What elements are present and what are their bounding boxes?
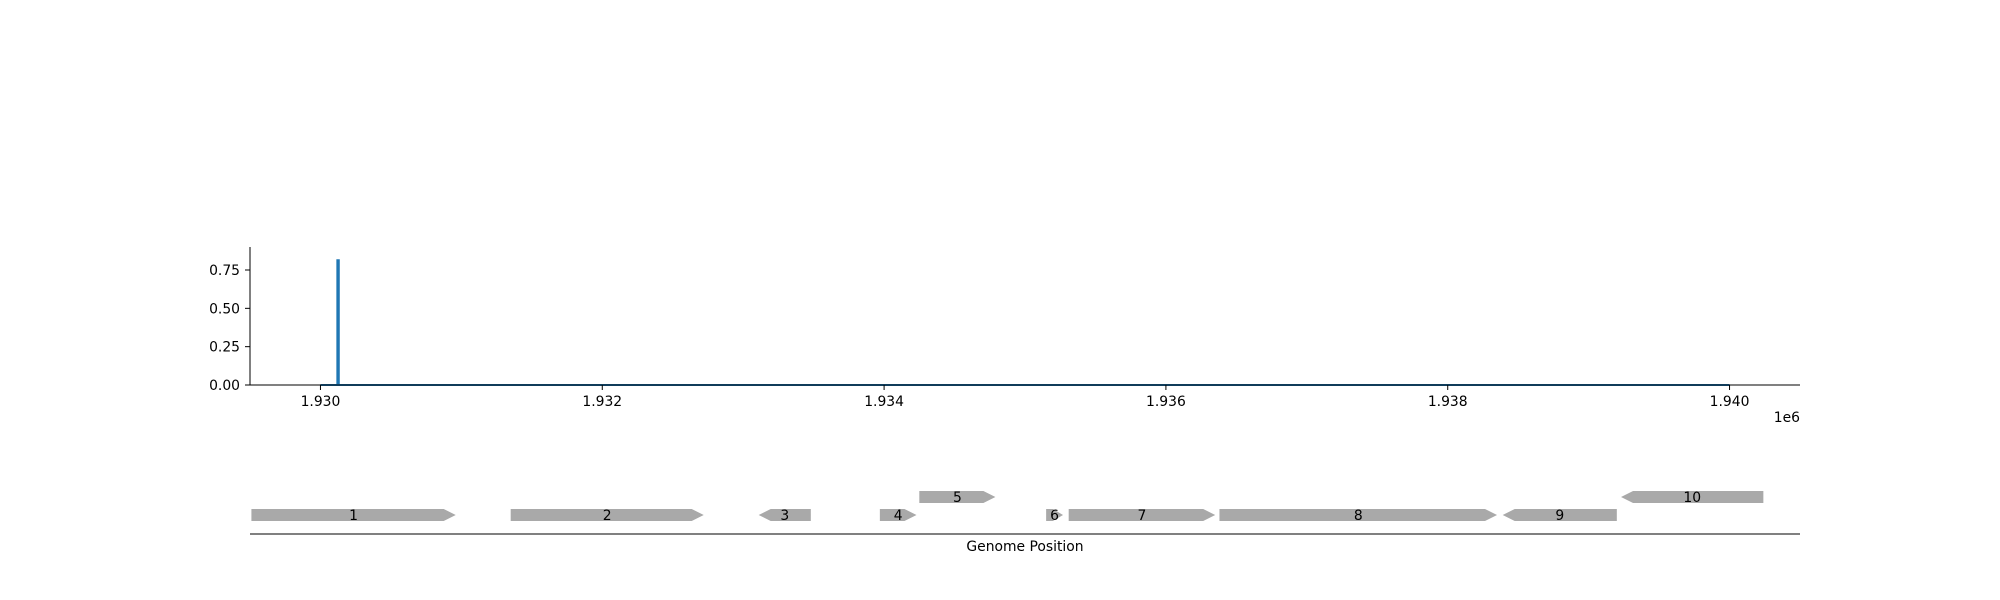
x-tick-label: 1.932: [582, 394, 622, 410]
y-ticks: 0.00 0.25 0.50 0.75: [209, 263, 250, 394]
y-tick-label: 0.75: [209, 263, 240, 279]
gene-label-7: 7: [1138, 508, 1147, 524]
gene-label-3: 3: [780, 508, 789, 524]
gene-arrow-8: [1219, 509, 1498, 521]
coverage-line-0: [320, 259, 1730, 386]
gene-label-6: 6: [1050, 508, 1059, 524]
gene-arrow-4: [879, 509, 917, 521]
gene-arrow-3: [758, 509, 811, 521]
gene-label-1: 1: [349, 508, 358, 524]
gene-label-2: 2: [603, 508, 612, 524]
gene-arrow-9: [1502, 509, 1617, 521]
gene-label-8: 8: [1354, 508, 1363, 524]
gene-arrow-10: [1621, 491, 1764, 503]
gene-label-10: 10: [1683, 490, 1701, 506]
gene-arrow-6: [1046, 509, 1064, 521]
gene-arrow-7: [1068, 509, 1216, 521]
gene-arrow-5: [919, 491, 996, 503]
gene-map: 1 2 3 4 5 6 7 8 9 10 Genome Position: [250, 490, 1800, 555]
gene-arrow-1: [251, 509, 456, 521]
x-tick-label: 1.934: [864, 394, 904, 410]
gene-label-5: 5: [953, 490, 962, 506]
coverage-plot: 1.930 1.932 1.934 1.936 1.938 1.940 0.000.250…: [209, 247, 1800, 426]
y-tick-label: 0.25: [209, 340, 240, 356]
x-axis-label: Genome Position: [966, 539, 1083, 555]
gene-label-9: 9: [1555, 508, 1564, 524]
x-offset-label: 1e6: [1774, 410, 1800, 426]
coverage-series: [320, 259, 1730, 386]
y-tick-label: 0.00: [209, 378, 240, 394]
gene-arrow-2: [510, 509, 704, 521]
gene-label-4: 4: [894, 508, 903, 524]
x-ticks: 1.930 1.932 1.934 1.936 1.938 1.940: [301, 385, 1750, 410]
x-tick-label: 1.936: [1146, 394, 1186, 410]
gene-shapes: 1 2 3 4 5 6 7 8 9 10: [251, 490, 1764, 524]
x-tick-label: 1.938: [1428, 394, 1468, 410]
x-tick-label: 1.930: [301, 394, 341, 410]
y-tick-label: 0.50: [209, 301, 240, 317]
x-tick-label: 1.940: [1710, 394, 1750, 410]
